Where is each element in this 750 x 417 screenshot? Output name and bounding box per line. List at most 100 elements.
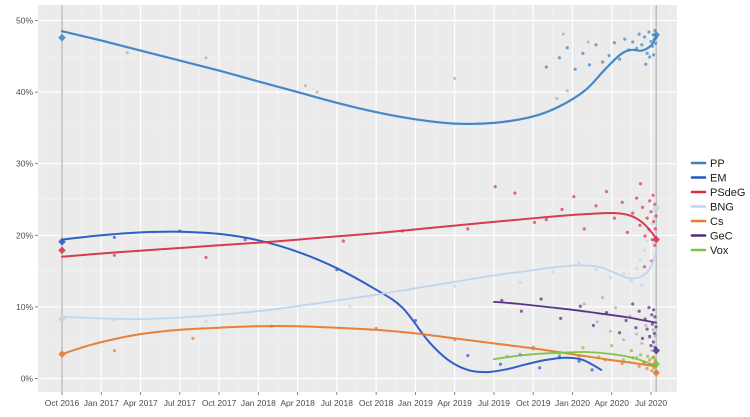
poll-dot-EM <box>112 235 116 239</box>
poll-dot-PP <box>581 51 585 56</box>
result-marker-2016-PP <box>58 33 66 42</box>
poll-dot-PP <box>640 43 644 47</box>
poll-dot-PP <box>587 63 592 67</box>
poll-dot-other <box>595 320 599 324</box>
poll-dot-Cs <box>112 349 116 353</box>
trend-line-PP <box>60 30 658 126</box>
x-tick-label: Apr 2017 <box>123 398 158 408</box>
poll-dot-PSdeG <box>532 220 537 224</box>
x-tick-label: Jan 2017 <box>84 398 119 408</box>
poll-dot-PSdeG <box>645 216 649 220</box>
poll-dot-EM <box>466 354 470 358</box>
poll-dot-BNG <box>453 284 457 288</box>
poll-dot-GeC <box>647 306 651 310</box>
poll-dot-other <box>586 40 590 44</box>
poll-dot-other <box>561 32 565 36</box>
poll-dot-PSdeG <box>112 253 116 257</box>
poll-dot-BNG <box>577 261 581 265</box>
poll-dot-PSdeG <box>651 193 655 197</box>
poll-dot-GeC <box>653 315 657 319</box>
y-tick-label: 10% <box>16 302 33 312</box>
trend-line-Vox <box>493 351 658 367</box>
poll-dot-PSdeG <box>466 227 470 231</box>
result-marker-2020-PP <box>652 31 661 39</box>
poll-dot-PSdeG <box>653 227 657 231</box>
poll-dot-PSdeG <box>638 223 642 227</box>
y-tick-label: 40% <box>16 87 33 97</box>
poll-dot-PSdeG <box>572 195 576 199</box>
poll-dot-BNG <box>551 270 555 274</box>
result-marker-2016-EM <box>58 237 66 246</box>
legend-label-Cs: Cs <box>710 216 724 228</box>
poll-dot-PP <box>649 39 653 43</box>
poll-dot-PSdeG <box>654 214 658 218</box>
poll-dot-other <box>644 324 648 327</box>
poll-dot-other <box>622 338 625 342</box>
poll-dot-GeC <box>645 327 649 331</box>
legend-label-EM: EM <box>710 172 727 184</box>
poll-dot-Vox <box>629 349 634 353</box>
poll-dot-other <box>565 89 569 93</box>
poll-dot-PSdeG <box>625 230 630 234</box>
x-tick-label: Jul 2018 <box>321 398 353 408</box>
y-tick-label: 0% <box>21 374 34 384</box>
poll-dot-PSdeG <box>341 239 345 243</box>
poll-dot-GeC <box>631 302 635 306</box>
poll-dot-PSdeG <box>631 211 635 215</box>
poll-dot-PSdeG <box>650 238 654 242</box>
x-tick-label: Oct 2016 <box>45 398 80 408</box>
poll-dot-other <box>601 296 605 300</box>
poll-dot-GeC <box>654 325 658 329</box>
poll-dot-BNG <box>652 216 656 220</box>
poll-dot-PSdeG <box>560 207 564 212</box>
poll-dot-PP <box>601 60 605 64</box>
poll-dot-PSdeG <box>544 217 548 222</box>
poll-dot-Cs <box>645 366 649 371</box>
poll-dot-EM <box>538 366 542 370</box>
poll-dot-PSdeG <box>642 265 647 269</box>
result-marker-2016-PSdeG <box>58 246 66 255</box>
poll-dot-other <box>608 329 612 333</box>
poll-dot-PSdeG <box>612 216 617 220</box>
x-tick-label: Jan 2019 <box>398 398 433 408</box>
y-tick-label: 20% <box>16 230 33 240</box>
poll-dot-Vox <box>650 356 654 360</box>
poll-dot-Vox <box>653 357 657 361</box>
poll-dot-BNG <box>651 241 655 245</box>
poll-dot-PP <box>618 57 622 61</box>
poll-dot-other <box>650 349 654 353</box>
poll-dot-EM <box>590 368 594 372</box>
poll-dot-PSdeG <box>493 185 497 189</box>
poll-dot-PP <box>652 53 656 57</box>
poll-dot-GeC <box>640 336 645 340</box>
poll-dot-PP <box>637 32 641 36</box>
poll-dot-other <box>315 90 319 94</box>
poll-dot-PSdeG <box>638 182 643 186</box>
poll-dot-GeC <box>624 318 628 323</box>
poll-dot-other <box>635 332 639 336</box>
x-tick-label: Jan 2020 <box>555 398 590 408</box>
poll-dot-PP <box>623 37 627 41</box>
poll-dot-GeC <box>618 331 622 335</box>
x-tick-label: Oct 2019 <box>516 398 551 408</box>
poll-dot-other <box>653 334 657 338</box>
poll-dot-GeC <box>651 340 656 344</box>
x-tick-label: Oct 2018 <box>359 398 394 408</box>
poll-dot-PP <box>642 35 647 39</box>
poll-dot-PSdeG <box>652 220 656 224</box>
poll-dot-GeC <box>650 322 654 326</box>
poll-dot-PP <box>654 41 658 46</box>
trend-line-Cs <box>61 325 658 368</box>
trend-line-PSdeG <box>61 211 658 258</box>
y-tick-label: 30% <box>16 159 33 169</box>
poll-dot-other <box>582 302 586 306</box>
poll-dot-BNG <box>638 258 643 262</box>
poll-dot-other <box>640 341 644 345</box>
x-tick-label: Jan 2018 <box>241 398 276 408</box>
legend-label-PSdeG: PSdeG <box>710 187 745 199</box>
y-tick-label: 50% <box>16 16 33 26</box>
legend-label-Vox: Vox <box>710 245 729 257</box>
poll-dot-EM <box>577 359 581 363</box>
